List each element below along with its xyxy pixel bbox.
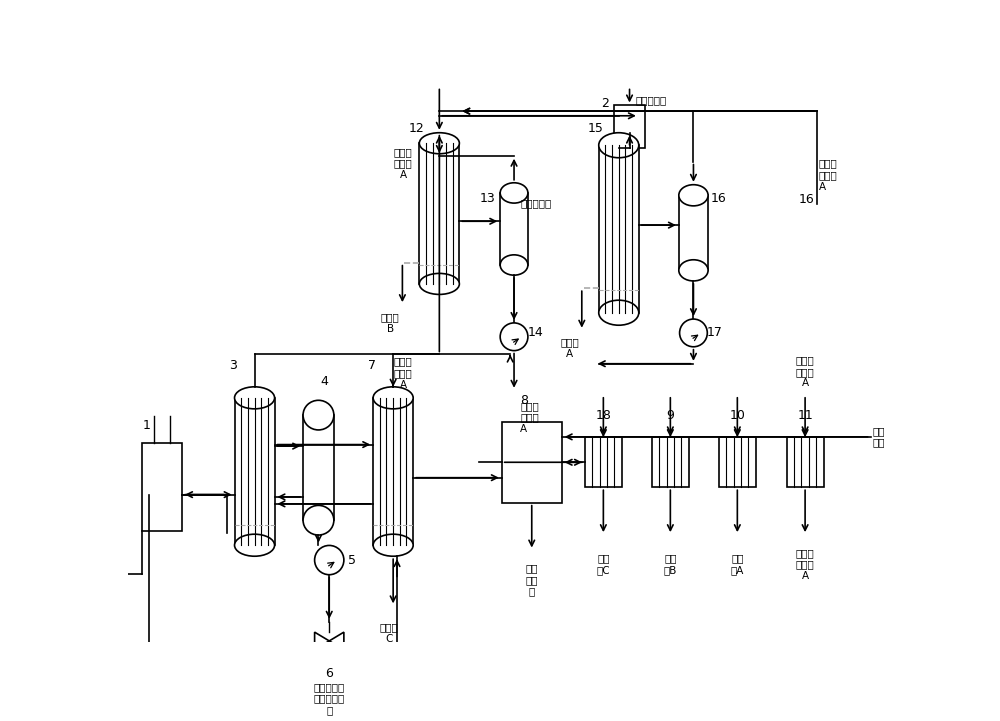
Bar (787, 437, 824, 487)
Text: 16: 16 (711, 192, 727, 205)
Bar (500, 193, 528, 265)
Ellipse shape (373, 387, 413, 409)
Bar (652, 437, 689, 487)
Text: 16: 16 (799, 193, 815, 206)
Text: 6: 6 (325, 667, 333, 680)
Text: 软水
进口: 软水 进口 (873, 426, 885, 448)
Bar (142, 443, 182, 531)
Ellipse shape (303, 400, 334, 430)
Ellipse shape (679, 260, 708, 281)
Text: 除氧
水出
口: 除氧 水出 口 (526, 563, 538, 596)
Circle shape (315, 546, 344, 575)
Ellipse shape (500, 182, 528, 203)
Text: 污水蒸
汽出口
A: 污水蒸 汽出口 A (796, 355, 814, 389)
Text: 14: 14 (528, 327, 543, 340)
Text: 冷凝水
B: 冷凝水 B (381, 312, 399, 334)
Ellipse shape (500, 255, 528, 275)
Text: 冷凝水
A: 冷凝水 A (560, 337, 579, 359)
Text: 9: 9 (666, 410, 674, 423)
Text: 12: 12 (408, 123, 424, 136)
Ellipse shape (599, 133, 639, 158)
Text: 13: 13 (480, 192, 496, 205)
Text: 1: 1 (143, 419, 151, 432)
Text: 较高浓
度污水
A: 较高浓 度污水 A (394, 147, 413, 180)
Ellipse shape (303, 505, 334, 535)
Bar (419, 143, 459, 284)
Text: 5: 5 (348, 554, 356, 567)
Ellipse shape (373, 534, 413, 556)
Text: 4: 4 (321, 374, 329, 388)
Bar (585, 437, 622, 487)
Text: 污水侧蒸汽: 污水侧蒸汽 (520, 198, 551, 208)
Ellipse shape (679, 185, 708, 206)
Text: 高浓度污水
去后处理工
艺: 高浓度污水 去后处理工 艺 (314, 682, 345, 715)
Text: 冷凝
水A: 冷凝 水A (731, 554, 744, 575)
Text: 冷凝
水B: 冷凝 水B (664, 554, 677, 575)
Bar (614, 105, 645, 148)
Bar (303, 415, 334, 521)
Text: 污水蒸
汽出口
A: 污水蒸 汽出口 A (796, 548, 814, 581)
Text: 18: 18 (595, 410, 611, 423)
Polygon shape (315, 632, 329, 650)
Text: 15: 15 (588, 123, 604, 136)
Bar (235, 398, 275, 545)
Text: 污水蒸
汽出口
A: 污水蒸 汽出口 A (819, 159, 838, 192)
Ellipse shape (419, 133, 459, 154)
Ellipse shape (419, 273, 459, 294)
Text: 11: 11 (797, 410, 813, 423)
Bar (502, 422, 562, 503)
Text: 较高浓
度污水
A: 较高浓 度污水 A (394, 356, 413, 389)
Bar (599, 145, 639, 313)
Text: 冷凝
水C: 冷凝 水C (597, 554, 610, 575)
Polygon shape (329, 632, 344, 650)
Text: 3: 3 (229, 359, 237, 372)
Bar (719, 437, 756, 487)
Text: 低浓度污水: 低浓度污水 (636, 95, 667, 105)
Ellipse shape (235, 387, 275, 409)
Text: 较高浓
度污水
A: 较高浓 度污水 A (520, 401, 539, 434)
Text: 2: 2 (601, 97, 609, 110)
Bar (373, 398, 413, 545)
Text: 冷凝水
C: 冷凝水 C (380, 622, 399, 644)
Ellipse shape (235, 534, 275, 556)
Text: 8: 8 (520, 394, 528, 407)
Text: 7: 7 (368, 359, 376, 372)
Circle shape (680, 319, 707, 347)
Text: 10: 10 (729, 410, 745, 423)
Bar (679, 195, 708, 270)
Text: 17: 17 (707, 327, 723, 340)
Ellipse shape (599, 300, 639, 325)
Circle shape (500, 323, 528, 350)
